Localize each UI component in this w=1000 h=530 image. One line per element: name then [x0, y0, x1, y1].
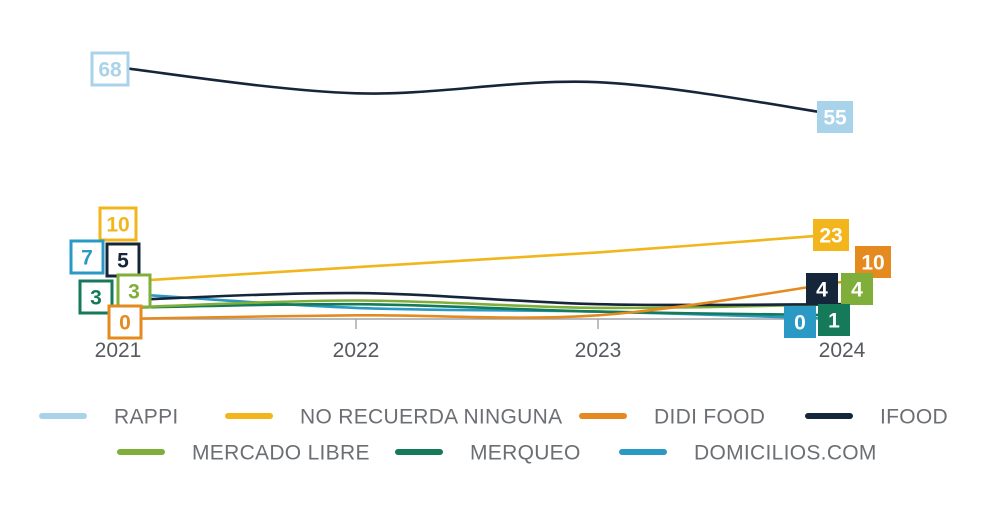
data-label-rappi-2021: 68: [90, 51, 130, 87]
series-line-mercado-libre: [116, 299, 844, 310]
series-line-merqueo: [116, 302, 844, 317]
series-line-didi-food: [116, 280, 844, 321]
legend-item-didi-food: DIDI FOOD: [579, 406, 765, 429]
x-tick-label-2023: 2023: [575, 339, 622, 362]
x-tick-label-2024: 2024: [819, 339, 866, 362]
legend-label: NO RECUERDA NINGUNA: [300, 406, 562, 429]
data-label-ifood-2021: 5: [105, 242, 141, 278]
legend-label: MERQUEO: [470, 442, 581, 465]
data-label-domicilios-com-2024: 0: [784, 306, 816, 338]
data-label-text: 55: [823, 107, 847, 130]
data-label-box: [90, 51, 130, 87]
data-label-text: 0: [794, 312, 806, 335]
series-line-domicilios-com: [116, 291, 844, 321]
data-label-mercado-libre-2024: 4: [841, 273, 873, 305]
legend-item-mercado-libre: MERCADO LIBRE: [117, 442, 370, 465]
data-label-box: [806, 273, 838, 305]
data-label-didi-food-2021: 0: [107, 304, 143, 340]
data-label-mercado-libre-2021: 3: [116, 273, 152, 309]
x-tick-label-2021: 2021: [95, 339, 142, 362]
data-label-box: [855, 246, 891, 278]
data-label-box: [784, 306, 816, 338]
data-label-box: [818, 304, 850, 336]
data-label-merqueo-2021: 3: [78, 279, 114, 315]
series-line-rappi: [116, 66, 844, 117]
data-label-text: 3: [90, 287, 102, 310]
data-label-domicilios-com-2021: 7: [69, 239, 105, 275]
data-label-text: 1: [828, 310, 840, 333]
data-label-no-recuerda-ninguna-2021: 10: [98, 206, 138, 242]
data-label-text: 10: [861, 252, 884, 275]
legend-item-merqueo: MERQUEO: [395, 442, 581, 465]
data-label-box: [98, 206, 138, 242]
series-lines: [116, 66, 844, 321]
legend-item-rappi: RAPPI: [39, 406, 179, 429]
data-label-text: 68: [98, 59, 122, 82]
legend-item-ifood: IFOOD: [805, 406, 948, 429]
data-label-merqueo-2024: 1: [818, 304, 850, 336]
data-label-rappi-2024: 55: [817, 101, 853, 133]
data-label-text: 4: [816, 279, 828, 302]
data-label-box: [78, 279, 114, 315]
data-label-text: 3: [128, 281, 140, 304]
legend-label: MERCADO LIBRE: [192, 442, 370, 465]
data-label-box: [116, 273, 152, 309]
data-label-text: 23: [819, 225, 842, 248]
data-label-text: 7: [81, 247, 93, 270]
series-line-ifood: [116, 291, 844, 307]
data-label-box: [69, 239, 105, 275]
legend-item-domicilios-com: DOMICILIOS.COM: [619, 442, 877, 465]
x-axis: 2021 2022 2023 2024: [95, 318, 866, 362]
legend-label: DOMICILIOS.COM: [694, 442, 877, 465]
data-label-box: [817, 101, 853, 133]
legend: RAPPI NO RECUERDA NINGUNA DIDI FOOD IFOOD ME…: [39, 406, 948, 465]
legend-item-no-recuerda-ninguna: NO RECUERDA NINGUNA: [225, 406, 562, 429]
data-label-text: 4: [851, 279, 863, 302]
data-label-box: [105, 242, 141, 278]
legend-label: RAPPI: [114, 406, 179, 429]
data-label-box: [107, 304, 143, 340]
series-line-no-recuerda-ninguna: [116, 232, 844, 284]
x-tick-label-2022: 2022: [333, 339, 380, 362]
data-label-text: 0: [119, 312, 131, 335]
data-label-box: [841, 273, 873, 305]
data-label-didi-food-2024: 10: [855, 246, 891, 278]
data-label-text: 5: [117, 250, 129, 273]
data-label-text: 10: [106, 214, 129, 237]
legend-label: DIDI FOOD: [654, 406, 765, 429]
data-label-ifood-2024: 4: [806, 273, 838, 305]
data-label-box: [813, 219, 849, 251]
data-label-no-recuerda-ninguna-2024: 23: [813, 219, 849, 251]
legend-label: IFOOD: [880, 406, 948, 429]
